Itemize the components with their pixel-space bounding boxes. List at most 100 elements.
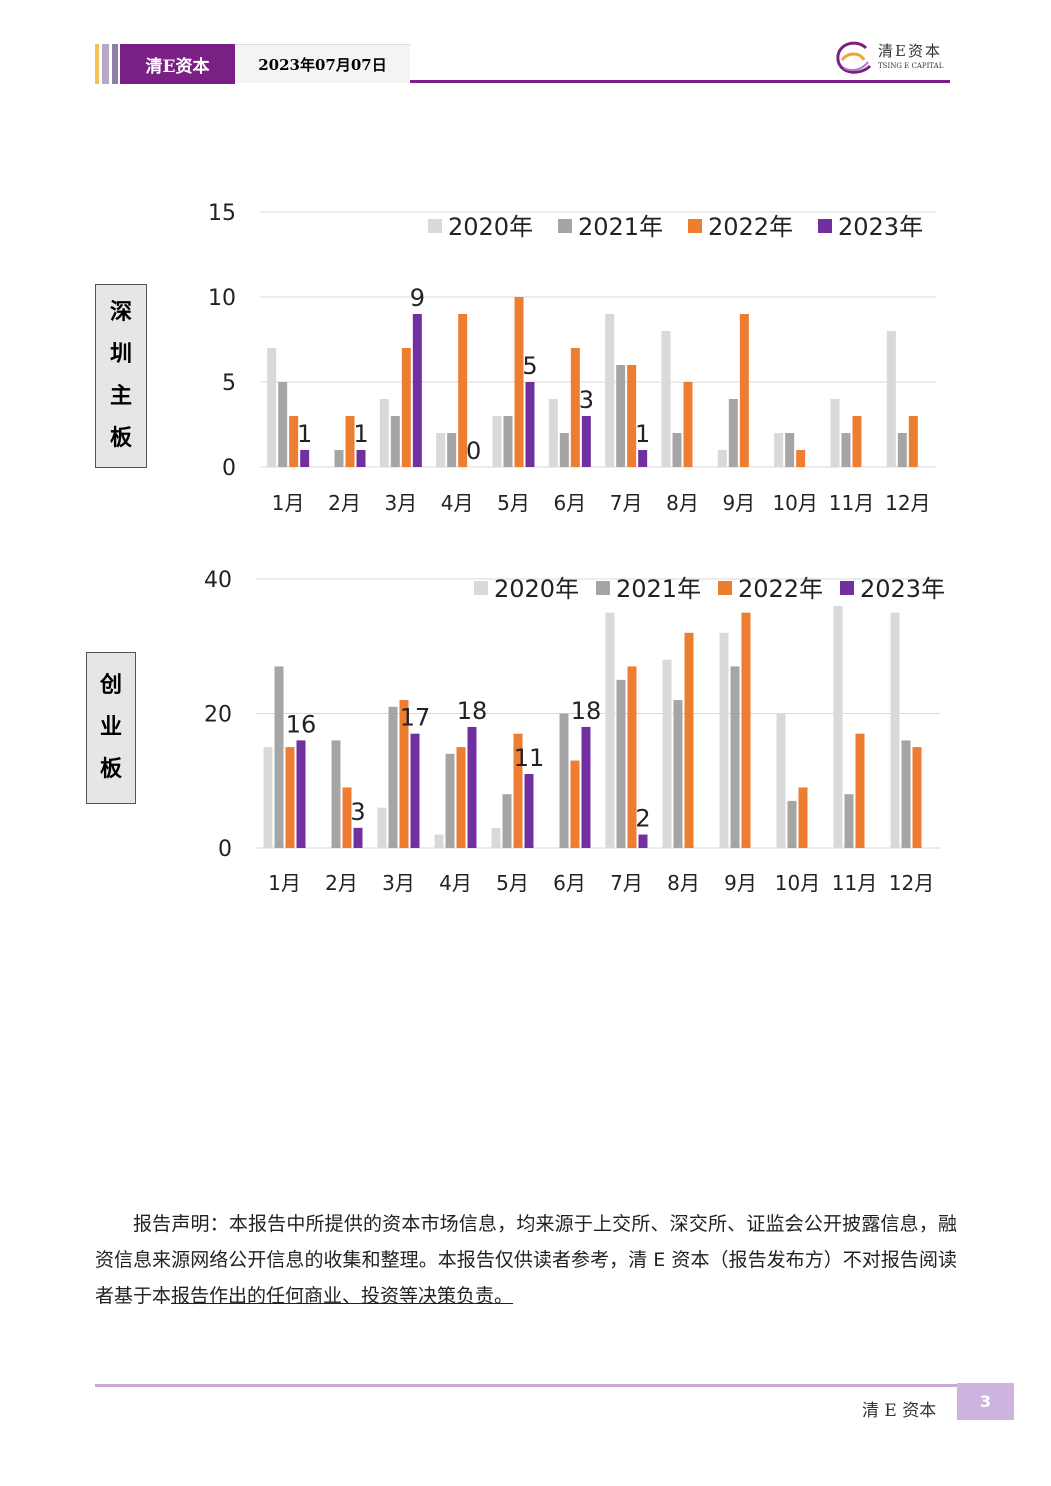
y-tick-label: 40 <box>204 568 232 593</box>
legend-swatch <box>688 219 702 233</box>
data-label: 18 <box>457 697 488 725</box>
side-label-shenzhen-main: 深圳主板 <box>95 284 147 468</box>
x-tick-label: 2月 <box>328 491 361 515</box>
data-label: 3 <box>350 798 365 826</box>
bar <box>525 382 535 467</box>
disclaimer-text: 报告声明：本报告中所提供的资本市场信息，均来源于上交所、深交所、证监会公开披露信… <box>95 1213 957 1307</box>
bar <box>331 740 341 848</box>
bar <box>570 760 580 848</box>
header-accent-bar <box>95 44 99 84</box>
logo-swirl-icon <box>836 41 872 74</box>
bar <box>661 331 671 467</box>
header-brand: 清E资本 <box>120 44 235 84</box>
side-label-chinext: 创业板 <box>86 652 136 804</box>
legend-swatch <box>596 581 610 595</box>
bar <box>627 666 637 848</box>
x-tick-label: 5月 <box>496 871 529 895</box>
page-number: 3 <box>957 1383 1014 1420</box>
bar <box>274 666 284 848</box>
x-tick-label: 4月 <box>439 871 472 895</box>
x-tick-label: 9月 <box>724 871 757 895</box>
legend-label: 2022年 <box>708 213 793 241</box>
bar <box>852 416 862 467</box>
bar <box>841 433 851 467</box>
legend-swatch <box>474 581 488 595</box>
bar <box>456 747 466 848</box>
bar <box>662 659 672 848</box>
header-accent-bar <box>112 44 118 84</box>
data-label: 9 <box>410 284 425 312</box>
x-tick-label: 2月 <box>325 871 358 895</box>
bar <box>412 314 422 467</box>
bar <box>616 679 626 848</box>
bar <box>514 297 524 467</box>
bar <box>908 416 918 467</box>
x-tick-label: 1月 <box>268 871 301 895</box>
bar <box>492 416 502 467</box>
bar <box>267 348 277 467</box>
bar <box>787 800 797 848</box>
bar <box>638 450 648 467</box>
x-tick-label: 5月 <box>497 491 530 515</box>
bar <box>739 314 749 467</box>
side-label-char: 圳 <box>109 342 132 367</box>
bar <box>616 365 626 467</box>
legend-label: 2023年 <box>860 575 945 603</box>
bar <box>886 331 896 467</box>
bar <box>390 416 400 467</box>
bar <box>855 733 865 848</box>
x-tick-label: 12月 <box>885 491 930 515</box>
bar <box>345 416 355 467</box>
y-tick-label: 0 <box>222 456 236 481</box>
bar <box>401 348 411 467</box>
header-accent-bar <box>102 44 109 84</box>
bar <box>353 827 363 848</box>
y-tick-label: 10 <box>208 286 236 311</box>
bar <box>445 753 455 848</box>
bar <box>399 700 409 848</box>
header-date: 2023年07月07日 <box>235 44 410 83</box>
bar <box>559 433 569 467</box>
legend-swatch <box>428 219 442 233</box>
x-tick-label: 11月 <box>829 491 874 515</box>
x-tick-label: 7月 <box>610 871 643 895</box>
x-tick-label: 3月 <box>382 871 415 895</box>
bar <box>467 726 477 848</box>
x-tick-label: 10月 <box>775 871 820 895</box>
bar <box>796 450 806 467</box>
legend-label: 2022年 <box>738 575 823 603</box>
bar <box>581 416 591 467</box>
data-label: 11 <box>514 744 545 772</box>
x-tick-label: 6月 <box>553 491 586 515</box>
bar <box>798 787 808 848</box>
bar <box>289 416 299 467</box>
bar <box>897 433 907 467</box>
x-tick-label: 12月 <box>889 871 934 895</box>
bar <box>830 399 840 467</box>
bar <box>296 740 306 848</box>
side-label-char: 创 <box>99 673 122 698</box>
bar <box>436 433 446 467</box>
legend-label: 2020年 <box>448 213 533 241</box>
company-logo: 清E资本 TSING E CAPITAL <box>830 38 955 78</box>
bar <box>570 348 580 467</box>
data-label: 1 <box>353 420 368 448</box>
bar <box>342 787 352 848</box>
bar <box>410 733 420 848</box>
bar <box>605 612 615 848</box>
bar <box>912 747 922 848</box>
bar <box>684 632 694 848</box>
legend-swatch <box>558 219 572 233</box>
bar <box>278 382 288 467</box>
bar <box>388 706 398 848</box>
legend-label: 2021年 <box>578 213 663 241</box>
x-tick-label: 10月 <box>772 491 817 515</box>
x-tick-label: 9月 <box>722 491 755 515</box>
side-label-char: 业 <box>99 715 122 740</box>
data-label: 16 <box>286 710 317 738</box>
footer-brand: 清 E 资本 <box>862 1401 937 1421</box>
bar <box>719 632 729 848</box>
bar <box>638 834 648 848</box>
logo-text-cn: 清E资本 <box>878 42 942 60</box>
